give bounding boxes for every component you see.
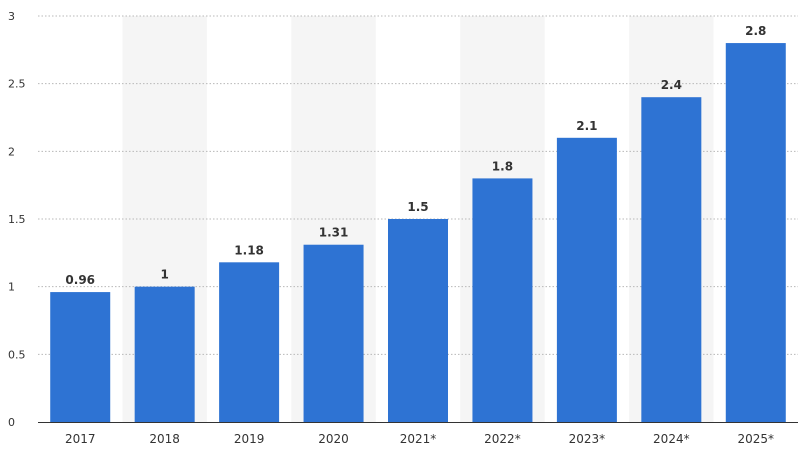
data-label: 0.96 (65, 273, 95, 287)
x-tick-label: 2024* (653, 432, 690, 446)
bar[interactable] (50, 292, 111, 422)
bars (50, 43, 786, 423)
data-label: 1.31 (319, 226, 349, 240)
y-tick-label: 0.5 (8, 348, 26, 361)
x-axis-ticks: 2017 2018 2019 2020 2021* 2022* 2023* 2024* 2025… (65, 432, 774, 446)
data-label: 2.8 (745, 24, 766, 38)
x-tick-label: 2017 (65, 432, 96, 446)
x-tick-label: 2022* (484, 432, 521, 446)
bar[interactable] (388, 219, 448, 422)
x-tick-label: 2025* (738, 432, 775, 446)
bar[interactable] (725, 43, 786, 423)
data-label: 1.5 (407, 200, 428, 214)
y-tick-label: 2.5 (8, 78, 26, 91)
y-tick-label: 1.5 (8, 213, 26, 226)
x-tick-label: 2018 (149, 432, 180, 446)
y-tick-label: 3 (8, 10, 15, 23)
x-tick-label: 2021* (400, 432, 437, 446)
y-tick-label: 1 (8, 281, 15, 294)
x-tick-label: 2019 (234, 432, 265, 446)
data-label: 1 (160, 268, 168, 282)
bar[interactable] (641, 97, 702, 422)
data-label: 1.8 (492, 159, 513, 173)
data-labels: 0.96 1 1.18 1.31 1.5 1.8 2.1 2.4 2.8 (65, 24, 766, 287)
data-label: 2.4 (661, 78, 682, 92)
bar[interactable] (472, 178, 533, 422)
y-tick-label: 2 (8, 145, 15, 158)
y-axis-ticks: 0 0.5 1 1.5 2 2.5 3 (8, 10, 26, 429)
x-tick-label: 2020 (318, 432, 349, 446)
bar[interactable] (134, 286, 195, 422)
bar[interactable] (556, 137, 617, 423)
x-tick-label: 2023* (569, 432, 606, 446)
data-label: 1.18 (234, 243, 264, 257)
data-label: 2.1 (576, 119, 597, 133)
y-tick-label: 0 (8, 416, 15, 429)
bar[interactable] (219, 262, 280, 422)
bar[interactable] (303, 244, 364, 422)
